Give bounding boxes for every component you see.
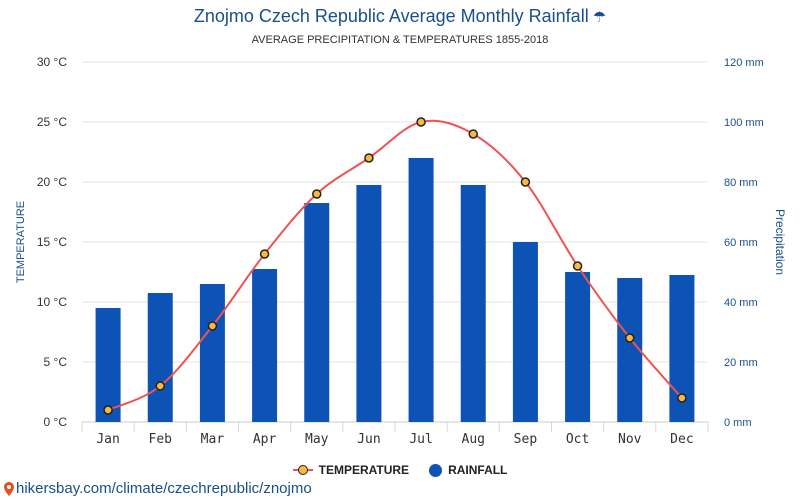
temperature-line: [107, 119, 683, 411]
chart-title-text: Znojmo Czech Republic Average Monthly Ra…: [193, 6, 589, 26]
y-tick-left: 0 °C: [44, 415, 68, 429]
x-tick-label: Apr: [253, 432, 277, 447]
y-tick-right: 60 mm: [724, 237, 758, 249]
y-tick-right: 40 mm: [724, 297, 758, 309]
temperature-point: [520, 177, 531, 187]
y-tick-left: 20 °C: [37, 175, 67, 189]
temperature-point: [416, 117, 426, 127]
rainfall-bar: [147, 293, 173, 422]
y-tick-right: 120 mm: [724, 57, 764, 69]
temperature-point: [103, 405, 113, 415]
temperature-point: [625, 333, 635, 343]
legend-item-rainfall[interactable]: RAINFALL: [429, 463, 507, 477]
y-tick-left: 25 °C: [37, 115, 67, 129]
temperature-point: [207, 321, 218, 331]
x-tick-label: Aug: [462, 432, 485, 447]
rainfall-bar: [565, 272, 591, 422]
chart-subtitle: AVERAGE PRECIPITATION & TEMPERATURES 185…: [251, 34, 549, 46]
y-tick-right: 100 mm: [724, 117, 764, 129]
y-tick-left: 5 °C: [44, 355, 68, 369]
rainfall-bar: [199, 284, 225, 422]
temperature-point: [259, 249, 270, 259]
x-tick-label: Nov: [618, 432, 642, 447]
temperature-point: [364, 153, 374, 163]
rainfall-bar: [304, 203, 330, 422]
x-tick-label: Oct: [566, 432, 589, 447]
rainfall-bar: [617, 278, 643, 422]
y-axis-label-left: TEMPERATURE: [15, 201, 27, 283]
temperature-point: [312, 189, 322, 199]
legend: TEMPERATURE RAINFALL: [0, 463, 800, 477]
y-tick-right: 80 mm: [724, 177, 758, 189]
y-tick-left: 15 °C: [37, 235, 67, 249]
rainfall-bar: [408, 158, 434, 422]
rainfall-bar: [356, 185, 382, 422]
rainfall-bar: [95, 308, 121, 422]
footer-link[interactable]: hikersbay.com/climate/czechrepublic/znoj…: [4, 480, 312, 497]
line-marker-icon: [292, 464, 313, 476]
rainfall-bar: [252, 269, 278, 422]
x-tick-label: May: [305, 432, 329, 447]
x-tick-label: Jun: [357, 432, 380, 447]
y-tick-right: 20 mm: [724, 357, 758, 369]
temperature-point: [155, 381, 165, 391]
temperature-point: [677, 393, 687, 403]
x-tick-label: Feb: [149, 432, 173, 447]
temperature-point: [468, 129, 478, 139]
x-tick-label: Dec: [670, 432, 693, 447]
legend-label-temperature: TEMPERATURE: [318, 463, 410, 477]
x-tick-label: Jan: [96, 432, 119, 447]
temperature-point: [572, 261, 583, 271]
rainfall-bar: [460, 185, 486, 422]
circle-swatch-icon: [429, 463, 443, 477]
y-tick-left: 10 °C: [37, 295, 67, 309]
map-pin-icon: [4, 481, 14, 496]
umbrella-icon: ☂: [592, 9, 607, 26]
legend-label-rainfall: RAINFALL: [448, 463, 508, 477]
footer-link-text: hikersbay.com/climate/czechrepublic/znoj…: [16, 480, 312, 497]
chart-title: Znojmo Czech Republic Average Monthly Ra…: [0, 6, 800, 27]
y-axis-label-right: Precipitation: [773, 209, 787, 275]
x-tick-label: Mar: [201, 432, 225, 447]
x-tick-label: Jul: [409, 432, 432, 447]
rainfall-bar: [512, 242, 538, 422]
y-tick-right: 0 mm: [724, 417, 752, 429]
legend-item-temperature[interactable]: TEMPERATURE: [292, 463, 410, 477]
y-tick-left: 30 °C: [37, 55, 67, 69]
x-tick-label: Sep: [514, 432, 538, 447]
